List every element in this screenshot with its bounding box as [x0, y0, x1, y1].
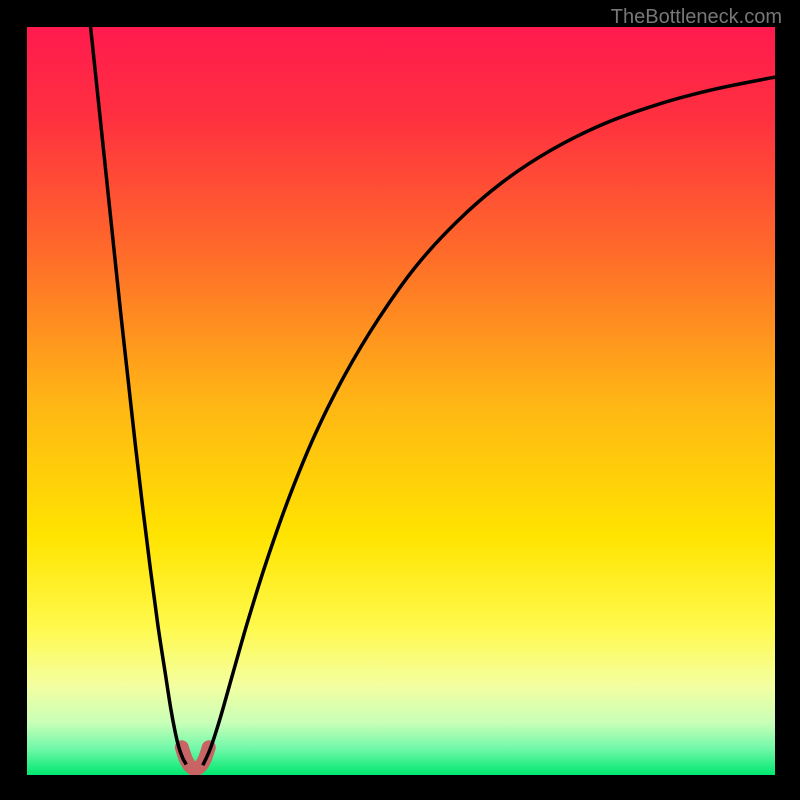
curve-layer	[27, 27, 775, 775]
plot-area	[27, 27, 775, 775]
frame-left	[0, 0, 27, 800]
watermark-text: TheBottleneck.com	[611, 6, 782, 29]
chart-stage: TheBottleneck.com	[0, 0, 800, 800]
left-descent-curve	[91, 27, 187, 765]
frame-bottom	[0, 773, 800, 800]
right-ascent-curve	[203, 77, 775, 765]
frame-right	[773, 0, 800, 800]
